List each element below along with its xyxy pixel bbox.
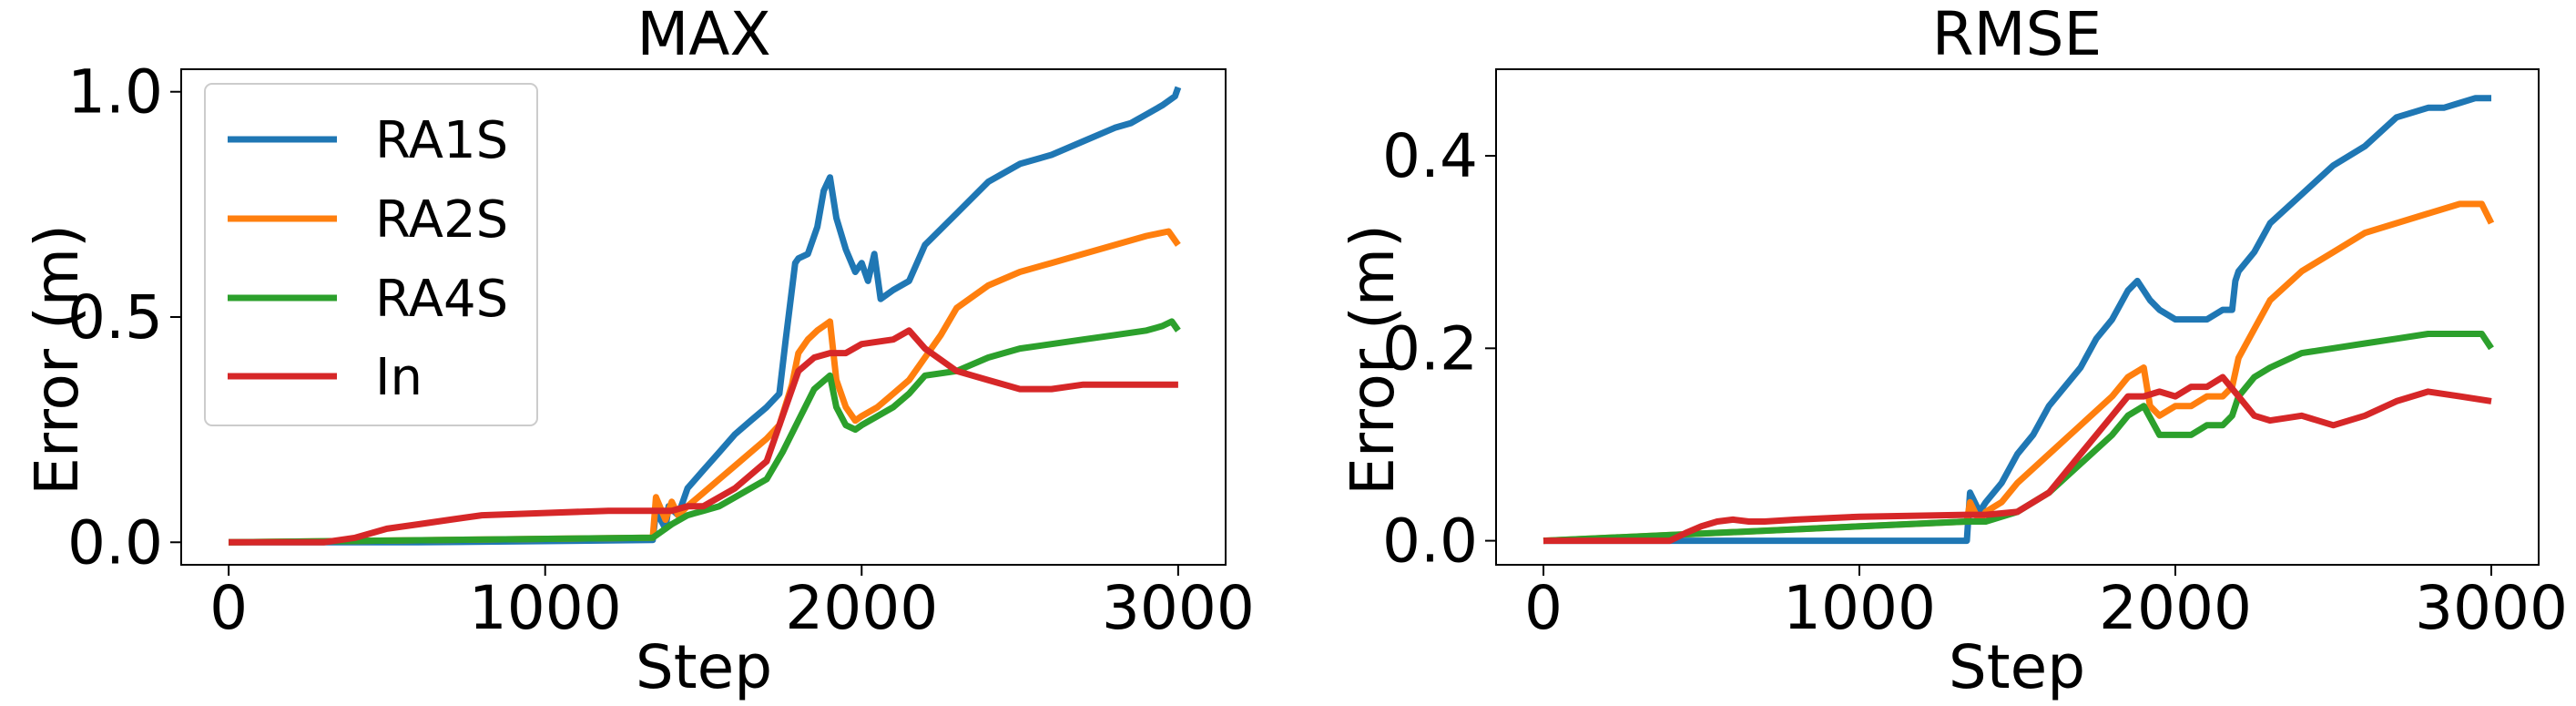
chart-title: MAX bbox=[636, 0, 770, 69]
plot-area: 0 1000 2000 3000 0.0 0.5 1.0 bbox=[67, 57, 1255, 643]
x-tick-label: 2000 bbox=[2099, 573, 2252, 643]
legend-label-ra1s: RA1S bbox=[375, 111, 508, 170]
x-tick-label: 3000 bbox=[1102, 573, 1255, 643]
legend-box bbox=[204, 83, 538, 426]
legend-label-ra4s: RA4S bbox=[375, 270, 508, 329]
x-tick-label: 0 bbox=[1524, 573, 1563, 643]
series-line-ra2s bbox=[1543, 200, 2495, 545]
axes-frame bbox=[1495, 68, 2540, 566]
y-tick-label: 0.5 bbox=[67, 282, 163, 353]
y-axis-label: Error (m) bbox=[1338, 224, 1408, 496]
y-axis-label: Error (m) bbox=[22, 224, 92, 496]
y-tick-label: 0.0 bbox=[67, 507, 163, 578]
x-tick-label: 1000 bbox=[469, 573, 622, 643]
legend: RA1S RA2S RA4S In bbox=[204, 83, 538, 426]
x-axis-label: Step bbox=[636, 632, 772, 702]
series-line-in bbox=[229, 327, 1178, 546]
x-tick-label: 2000 bbox=[785, 573, 938, 643]
y-tick-label: 1.0 bbox=[67, 57, 163, 128]
chart-max: MAX Error (m) Step 0 1000 2000 3000 0.0 0.5 1.… bbox=[22, 0, 1255, 702]
series-line-ra1s bbox=[1543, 95, 2491, 545]
x-tick-label: 1000 bbox=[1783, 573, 1936, 643]
series-line-ra4s bbox=[229, 318, 1181, 546]
legend-label-ra2s: RA2S bbox=[375, 190, 508, 250]
x-tick-label: 3000 bbox=[2415, 573, 2568, 643]
y-tick-label: 0.4 bbox=[1382, 121, 1478, 191]
chart-rmse: RMSE Error (m) Step 0 1000 2000 30000.00.20… bbox=[1338, 0, 2568, 702]
series-line-ra1s bbox=[229, 86, 1182, 546]
x-tick-label: 0 bbox=[209, 573, 248, 643]
legend-label-in: In bbox=[375, 348, 423, 407]
plot-area: 0 1000 2000 3000 0.0 0.2 0.4 bbox=[1382, 68, 2568, 643]
y-tick-label: 0.2 bbox=[1382, 313, 1478, 384]
y-tick-label: 0.0 bbox=[1382, 506, 1478, 577]
series-line-in bbox=[1543, 373, 2492, 545]
x-axis-label: Step bbox=[1949, 632, 2085, 702]
chart-title: RMSE bbox=[1932, 0, 2102, 69]
